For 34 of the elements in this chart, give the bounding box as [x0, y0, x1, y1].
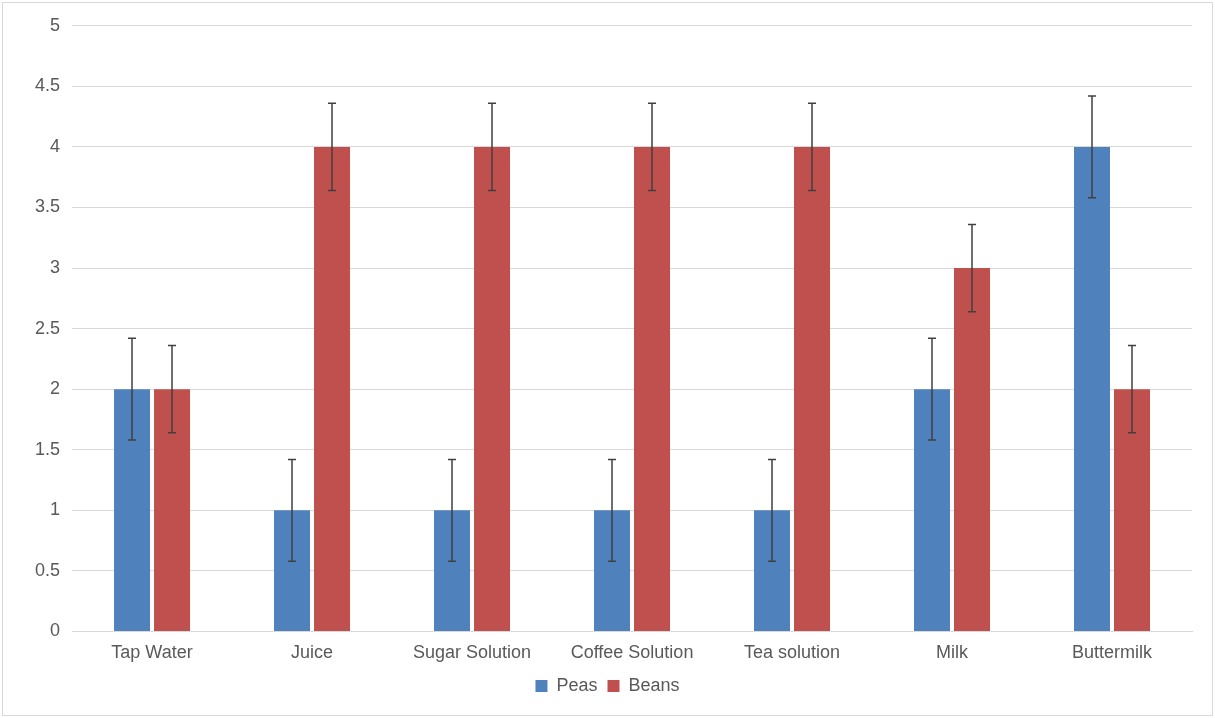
x-tick-label: Tea solution	[743, 642, 841, 663]
bar	[274, 510, 311, 631]
x-tick-label: Juice	[291, 642, 334, 663]
y-tick-label: 2.5	[34, 317, 61, 338]
legend-label: Peas	[556, 674, 598, 695]
y-tick-label: 1.5	[34, 438, 61, 459]
y-tick-label: 1	[50, 499, 61, 520]
legend-label: Beans	[628, 674, 680, 695]
x-tick-label: Sugar Solution	[412, 642, 532, 663]
y-tick-label: 3.5	[34, 196, 61, 217]
x-tick-label: Milk	[936, 642, 969, 663]
bar	[474, 146, 511, 631]
bar	[594, 510, 631, 631]
bar	[1074, 146, 1110, 631]
bar	[154, 389, 191, 631]
y-tick-label: 2	[50, 378, 61, 399]
bar	[634, 146, 671, 631]
y-tick-label: 4.5	[34, 75, 61, 96]
bar	[1114, 389, 1150, 631]
bar	[954, 268, 990, 631]
x-tick-label: Buttermilk	[1071, 642, 1154, 663]
x-tick-label: Tap Water	[111, 642, 193, 663]
bar	[114, 389, 151, 631]
y-tick-label: 5	[50, 14, 61, 35]
bar	[914, 389, 951, 631]
bar	[754, 510, 791, 631]
x-tick-label: Coffee Solution	[570, 642, 694, 663]
bar	[434, 510, 471, 631]
bar	[314, 146, 351, 631]
y-tick-label: 0	[50, 620, 61, 641]
bar	[794, 146, 831, 631]
y-tick-label: 3	[50, 257, 61, 278]
y-tick-label: 0.5	[34, 559, 61, 580]
y-tick-label: 4	[50, 135, 61, 156]
